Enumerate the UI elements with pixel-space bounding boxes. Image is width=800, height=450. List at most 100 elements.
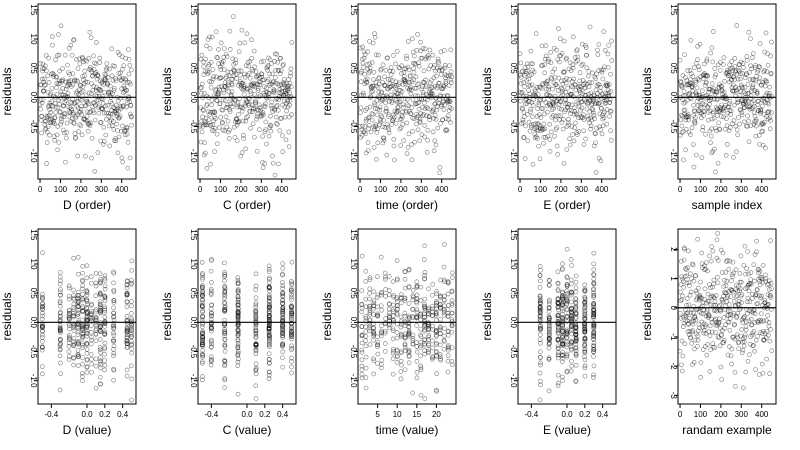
data-point [209, 34, 215, 40]
data-point [715, 62, 721, 68]
data-point [390, 336, 396, 342]
data-point [578, 84, 584, 90]
data-point [406, 79, 411, 85]
data-point [694, 152, 699, 158]
data-point [606, 82, 612, 87]
data-point [677, 348, 683, 354]
data-point [710, 29, 716, 34]
data-point [276, 68, 282, 74]
data-point [391, 143, 397, 149]
data-point [91, 100, 97, 106]
data-point [76, 87, 82, 93]
data-point [283, 137, 289, 143]
data-point [757, 141, 762, 147]
data-point [226, 82, 231, 88]
y-tick-label: 0.0 [349, 317, 358, 329]
data-point [284, 91, 290, 97]
data-point [244, 86, 250, 92]
data-point [537, 123, 543, 129]
data-point [538, 115, 544, 120]
data-point [690, 262, 696, 268]
data-point [551, 103, 557, 109]
data-point [256, 79, 262, 85]
data-point [555, 113, 561, 119]
data-point [581, 82, 586, 87]
data-point [695, 337, 701, 343]
data-point [750, 105, 756, 110]
data-point [678, 80, 684, 85]
data-point [519, 89, 525, 95]
data-point [223, 84, 228, 90]
data-point [92, 117, 98, 123]
data-point [535, 92, 541, 97]
data-point [222, 296, 227, 301]
x-tick-label: 100 [694, 185, 708, 194]
data-point [739, 112, 745, 118]
data-point [404, 102, 410, 107]
data-point [58, 95, 63, 101]
data-point [555, 352, 561, 358]
data-point [601, 115, 607, 121]
data-point [401, 138, 407, 143]
data-point [58, 287, 63, 292]
data-point [223, 51, 229, 57]
data-point [233, 116, 239, 121]
data-point [430, 106, 436, 112]
data-point [108, 111, 114, 117]
data-point [232, 98, 238, 103]
data-point [531, 91, 537, 97]
data-point [222, 337, 228, 343]
x-tick-label: 200 [74, 185, 88, 194]
data-point [251, 80, 257, 86]
data-point [707, 128, 713, 134]
data-point [402, 77, 408, 83]
x-tick-label: -0.4 [524, 410, 538, 419]
data-point [407, 86, 412, 92]
data-point [57, 68, 62, 74]
data-point [97, 86, 102, 92]
data-point [224, 105, 229, 111]
data-point [749, 66, 755, 72]
data-point [718, 114, 724, 119]
data-point [87, 123, 93, 128]
data-point [390, 112, 396, 118]
data-point [46, 103, 52, 109]
data-point [80, 291, 85, 297]
data-point [719, 102, 725, 108]
data-point [102, 273, 108, 278]
data-point [751, 98, 757, 104]
data-point [766, 94, 772, 99]
data-point [38, 82, 43, 88]
data-points [359, 242, 455, 401]
data-point [123, 87, 129, 93]
data-point [745, 81, 751, 87]
data-point [111, 105, 116, 110]
data-point [600, 76, 606, 82]
data-point [726, 104, 731, 110]
data-point [768, 118, 773, 123]
data-point [124, 373, 130, 379]
data-point [524, 71, 529, 76]
plot-frame [37, 228, 137, 405]
data-point [86, 101, 91, 107]
data-point [110, 111, 116, 117]
data-point [226, 73, 232, 79]
data-point [768, 70, 774, 76]
data-point [693, 79, 699, 85]
data-point [700, 76, 706, 81]
data-point [379, 90, 385, 96]
data-point [402, 367, 408, 373]
data-point [438, 316, 443, 322]
data-point [380, 79, 385, 85]
data-point [121, 103, 126, 109]
data-point [415, 113, 421, 119]
data-point [688, 96, 694, 102]
data-point [106, 110, 111, 116]
data-point [603, 82, 609, 88]
data-point [728, 73, 734, 78]
data-point [736, 115, 741, 120]
data-point [564, 147, 570, 152]
data-point [263, 89, 269, 95]
data-point [87, 65, 93, 70]
data-point [371, 124, 377, 130]
